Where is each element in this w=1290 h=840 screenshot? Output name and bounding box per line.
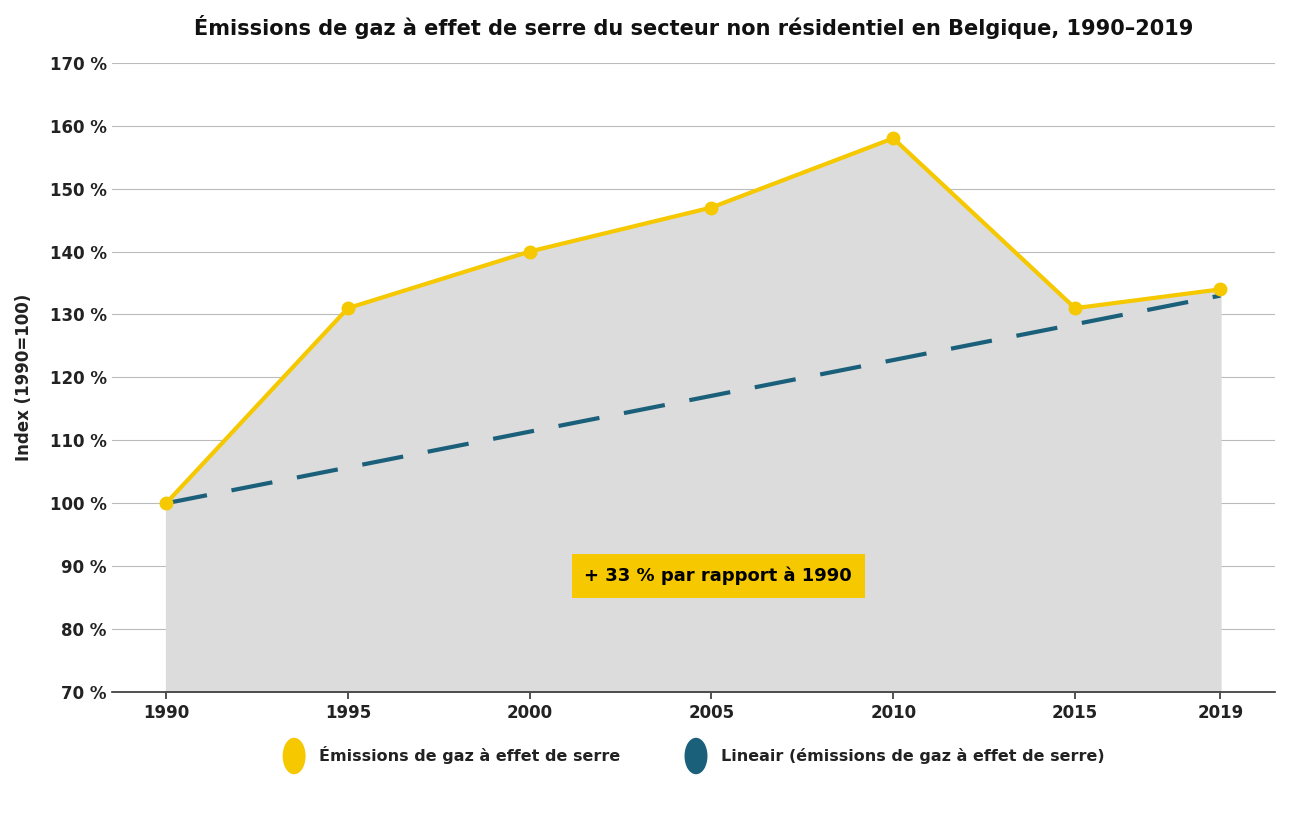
Text: + 33 % par rapport à 1990: + 33 % par rapport à 1990	[584, 566, 851, 585]
Legend: Émissions de gaz à effet de serre, Lineair (émissions de gaz à effet de serre): Émissions de gaz à effet de serre, Linea…	[276, 740, 1111, 772]
Title: Émissions de gaz à effet de serre du secteur non résidentiel en Belgique, 1990–2: Émissions de gaz à effet de serre du sec…	[194, 15, 1193, 39]
Y-axis label: Index (1990=100): Index (1990=100)	[15, 294, 34, 461]
